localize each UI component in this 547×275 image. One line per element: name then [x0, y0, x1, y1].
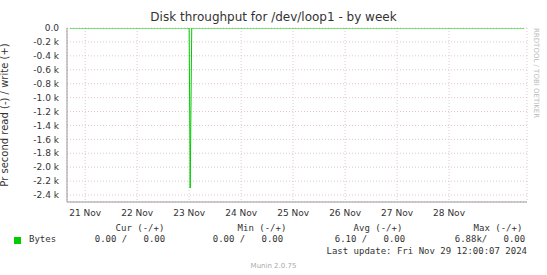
html-text:RRDTOOL / TOBI OETIKER: RRDTOOL / TOBI OETIKER — [532, 28, 540, 119]
svg-text:-1.2 k: -1.2 k — [33, 107, 59, 117]
svg-text:-1.6 k: -1.6 k — [33, 135, 59, 145]
html-text:Cur (-/+): Cur (-/+) — [115, 223, 165, 233]
svg-text:21 Nov: 21 Nov — [69, 208, 102, 218]
html-text:0.00 / 0.00: 0.00 / 0.00 — [94, 234, 166, 244]
svg-text:-0.6 k: -0.6 k — [33, 65, 59, 75]
html-text:6.88k/ 0.00: 6.88k/ 0.00 — [454, 234, 526, 244]
svg-text:23 Nov: 23 Nov — [173, 208, 206, 218]
svg-text:28 Nov: 28 Nov — [433, 208, 466, 218]
svg-text:24 Nov: 24 Nov — [225, 208, 258, 218]
svg-text:-0.4 k: -0.4 k — [33, 51, 59, 61]
html-text:Max (-/+): Max (-/+) — [473, 223, 523, 233]
svg-text:25 Nov: 25 Nov — [277, 208, 310, 218]
svg-text:Pr second read (-) / write (+): Pr second read (-) / write (+) — [8, 43, 10, 186]
svg-text:-1.8 k: -1.8 k — [33, 148, 59, 158]
svg-text:-0.2 k: -0.2 k — [33, 37, 59, 47]
html-text:Avg (-/+): Avg (-/+) — [353, 223, 403, 233]
html-text:Last update: Fri Nov 29 12:00:: Last update: Fri Nov 29 12:00:07 2024 — [326, 246, 527, 256]
html-text:Disk throughput for /dev/loop1: Disk throughput for /dev/loop1 - by week — [150, 10, 397, 24]
svg-text:-1.4 k: -1.4 k — [33, 121, 59, 131]
svg-text:26 Nov: 26 Nov — [329, 208, 362, 218]
html-text:6.10 / 0.00: 6.10 / 0.00 — [334, 234, 406, 244]
html-text:Munin 2.0.75: Munin 2.0.75 — [250, 262, 297, 270]
svg-text:-2.4 k: -2.4 k — [33, 190, 59, 200]
html-text:Bytes: Bytes — [29, 234, 57, 244]
svg-text:0.0: 0.0 — [45, 23, 60, 33]
html-text:0.00 / 0.00: 0.00 / 0.00 — [212, 234, 284, 244]
html-text:Min (-/+): Min (-/+) — [237, 223, 287, 233]
svg-text:27 Nov: 27 Nov — [381, 208, 414, 218]
svg-text:-2.0 k: -2.0 k — [33, 162, 59, 172]
svg-text:-1.0 k: -1.0 k — [33, 93, 59, 103]
svg-text:22 Nov: 22 Nov — [121, 208, 154, 218]
svg-text:-0.8 k: -0.8 k — [33, 79, 59, 89]
svg-text:-2.2 k: -2.2 k — [33, 176, 59, 186]
